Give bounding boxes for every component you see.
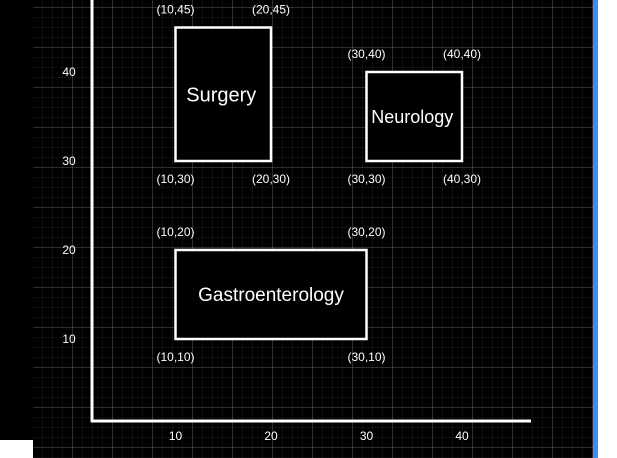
corner-label: (30,40)	[347, 47, 385, 61]
left-dark-strip	[0, 0, 33, 440]
rect-gastroenterology[interactable]	[174, 248, 368, 341]
x-tick-label: 40	[455, 429, 469, 443]
x-tick-label: 10	[169, 429, 183, 443]
corner-label: (40,30)	[443, 172, 481, 186]
corner-label: (40,40)	[443, 47, 481, 61]
grid-canvas	[33, 0, 593, 458]
rect-surgery[interactable]	[174, 26, 273, 163]
rect-label-gastroenterology: Gastroenterology	[198, 285, 344, 306]
y-tick-label: 30	[62, 154, 76, 168]
corner-label: (10,30)	[156, 172, 194, 186]
corner-label: (10,20)	[156, 225, 194, 239]
y-tick-label: 40	[62, 65, 76, 79]
corner-label: (30,10)	[347, 350, 385, 364]
y-tick-label: 10	[62, 332, 76, 346]
x-tick-label: 20	[264, 429, 278, 443]
corner-label: (20,45)	[252, 3, 290, 17]
corner-label: (10,10)	[156, 350, 194, 364]
corner-label: (10,45)	[156, 3, 194, 17]
selection-edge-bar	[593, 0, 598, 458]
rect-label-surgery: Surgery	[186, 84, 256, 106]
corner-label: (30,20)	[347, 225, 385, 239]
y-tick-label: 20	[62, 243, 76, 257]
rect-neurology[interactable]	[365, 70, 464, 163]
rect-label-neurology: Neurology	[371, 107, 453, 127]
x-tick-label: 30	[360, 429, 374, 443]
corner-label: (20,30)	[252, 172, 290, 186]
corner-label: (30,30)	[347, 172, 385, 186]
